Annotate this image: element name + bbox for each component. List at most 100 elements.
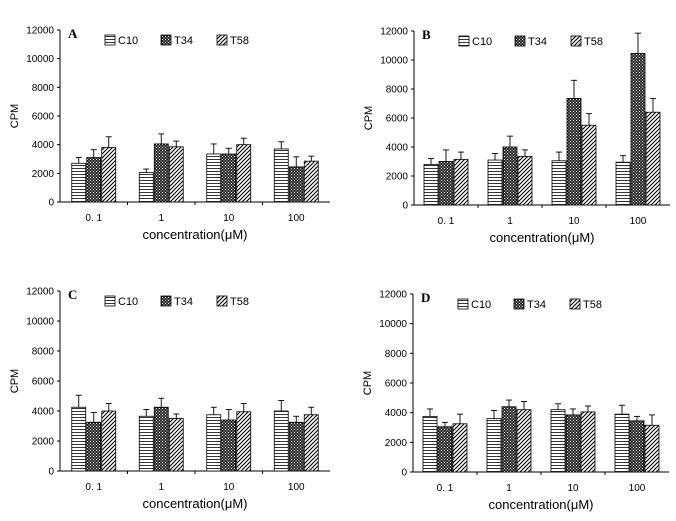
- x-tick-label: 10: [223, 482, 235, 493]
- y-tick-label: 8000: [386, 85, 409, 96]
- y-tick-label: 0: [401, 468, 407, 479]
- legend-swatch-t34: [160, 295, 172, 307]
- bar-t34: [630, 53, 646, 206]
- legend-label-t58: T58: [230, 296, 249, 308]
- bar-t34: [566, 98, 582, 206]
- y-axis-label: CPM: [363, 106, 375, 130]
- y-axis-label: CPM: [9, 369, 21, 393]
- bar-c10: [71, 162, 87, 203]
- bar-c10: [273, 410, 289, 472]
- bar-t34: [288, 421, 304, 472]
- y-tick-label: 10000: [380, 56, 408, 67]
- bar-t58: [168, 418, 184, 472]
- chart-panel-c: 0 2000 4000 6000 8000 10000 12000 CPM C 0. 1 1 10 10…: [9, 287, 330, 511]
- bar-t58: [645, 111, 661, 206]
- legend-swatch-t58: [216, 34, 228, 46]
- bar-t34: [86, 421, 102, 472]
- legend-swatch-c10: [104, 34, 116, 46]
- bar-t58: [101, 410, 117, 472]
- legend-swatch-t34: [514, 35, 526, 47]
- x-tick-label: 1: [507, 216, 513, 227]
- legend-swatch-t34: [513, 298, 525, 310]
- bar-c10: [615, 161, 631, 206]
- y-tick-label: 6000: [386, 114, 409, 125]
- x-axis-label: concentration(μM): [489, 230, 594, 245]
- legend-swatch-c10: [458, 35, 470, 47]
- x-tick-label: 1: [158, 482, 164, 493]
- y-tick-label: 8000: [32, 347, 55, 358]
- x-axis-label: concentration(μM): [142, 227, 247, 242]
- y-tick-label: 2000: [385, 438, 408, 449]
- legend-label-t34: T34: [174, 35, 193, 47]
- bar-t34: [86, 157, 102, 203]
- legend-swatch-t34: [160, 34, 172, 46]
- y-tick-label: 2000: [32, 437, 55, 448]
- bar-t34: [501, 406, 517, 473]
- bar-c10: [71, 406, 87, 472]
- y-tick-label: 2000: [32, 169, 55, 180]
- x-tick-label: 0. 1: [437, 483, 454, 494]
- x-tick-label: 0. 1: [85, 482, 102, 493]
- bar-c10: [138, 172, 154, 203]
- x-tick-label: 100: [288, 482, 305, 493]
- y-tick-label: 0: [48, 467, 54, 478]
- y-tick-label: 0: [48, 198, 54, 209]
- legend-label-c10: C10: [472, 36, 492, 48]
- x-tick-label: 10: [567, 483, 579, 494]
- y-tick-label: 10000: [26, 317, 54, 328]
- legend-swatch-t58: [216, 295, 228, 307]
- legend-swatch-t58: [569, 298, 581, 310]
- bar-c10: [273, 148, 289, 203]
- y-tick-label: 12000: [379, 290, 407, 301]
- bar-t58: [516, 409, 532, 473]
- bar-t34: [437, 426, 453, 473]
- bar-t34: [153, 143, 169, 203]
- bar-t34: [153, 406, 169, 472]
- x-tick-label: 10: [568, 216, 580, 227]
- y-axis-label: CPM: [362, 371, 374, 395]
- y-tick-label: 12000: [26, 287, 54, 298]
- legend-swatch-c10: [104, 295, 116, 307]
- legend-label-c10: C10: [118, 296, 138, 308]
- y-tick-label: 2000: [386, 172, 409, 183]
- y-tick-label: 8000: [32, 83, 55, 94]
- legend-label-c10: C10: [471, 299, 491, 311]
- bar-t34: [629, 420, 645, 473]
- y-tick-label: 0: [402, 201, 408, 212]
- panel-label: A: [68, 26, 78, 41]
- bar-c10: [486, 418, 502, 473]
- legend-label-t34: T34: [527, 299, 546, 311]
- legend-swatch-t58: [570, 35, 582, 47]
- y-tick-label: 4000: [32, 140, 55, 151]
- x-tick-label: 10: [223, 213, 235, 224]
- bar-c10: [614, 413, 630, 473]
- legend-label-c10: C10: [118, 35, 138, 47]
- y-tick-label: 12000: [26, 26, 54, 37]
- x-axis-label: concentration(μM): [488, 497, 593, 512]
- chart-panel-b: 0 2000 4000 6000 8000 10000 12000 CPM B 0. 1 1 10 10…: [363, 27, 670, 245]
- bar-c10: [423, 163, 439, 206]
- panel-label: D: [421, 290, 430, 305]
- x-tick-label: 100: [288, 213, 305, 224]
- legend-label-t34: T34: [174, 296, 193, 308]
- y-tick-label: 8000: [385, 349, 408, 360]
- bar-t58: [452, 423, 468, 473]
- bar-c10: [206, 153, 222, 203]
- y-tick-label: 6000: [32, 377, 55, 388]
- bar-t58: [581, 124, 597, 206]
- panel-label: C: [68, 287, 77, 302]
- bar-c10: [206, 414, 222, 472]
- x-tick-label: 1: [506, 483, 512, 494]
- bar-c10: [422, 415, 438, 473]
- bar-c10: [550, 409, 566, 473]
- y-tick-label: 6000: [385, 379, 408, 390]
- bar-t58: [236, 144, 252, 203]
- panel-label: B: [422, 27, 431, 42]
- y-tick-label: 4000: [385, 408, 408, 419]
- bar-t58: [101, 147, 117, 203]
- y-tick-label: 4000: [386, 143, 409, 154]
- x-tick-label: 0. 1: [438, 216, 455, 227]
- bar-t34: [502, 146, 518, 206]
- y-axis-label: CPM: [9, 104, 21, 128]
